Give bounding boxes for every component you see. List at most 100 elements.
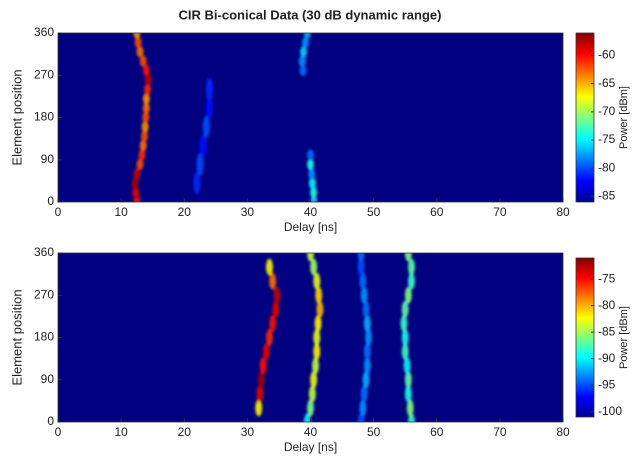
x-tick-label: 70	[493, 205, 507, 219]
colorbar-tick-label: -65	[598, 76, 616, 90]
heat-spot	[404, 385, 412, 403]
heat-spot	[299, 64, 307, 77]
heat-spot	[138, 149, 146, 161]
heat-spot	[136, 158, 144, 171]
heat-spot	[313, 272, 321, 290]
y-tick-label: 180	[34, 110, 54, 124]
heat-spot	[404, 371, 412, 389]
heat-spot	[307, 399, 314, 417]
heat-spot	[202, 115, 210, 139]
colorbar-tick-label: -70	[598, 104, 616, 118]
heat-spot	[133, 168, 141, 180]
x-tick-label: 0	[55, 205, 62, 219]
heat-spot	[401, 329, 409, 346]
colorbar-label: Power [dBm]	[618, 306, 630, 369]
heat-spot	[310, 258, 318, 276]
heat-spot	[359, 399, 367, 417]
heat-spot	[315, 286, 323, 304]
heatmap-traces	[131, 33, 318, 202]
heat-spot	[134, 36, 142, 49]
heat-spot	[308, 177, 316, 189]
chart-title: CIR Bi-conical Data (30 dB dynamic range…	[179, 7, 442, 22]
colorbar-tick-label: -75	[598, 271, 616, 285]
heat-spot	[363, 343, 371, 361]
colorbar	[575, 32, 595, 203]
colorbar-tick-label: -85	[598, 324, 616, 338]
heat-spot	[142, 93, 150, 105]
x-axis-label: Delay [ns]	[284, 220, 337, 234]
colorbar-tick-label: -100	[598, 404, 622, 418]
x-tick-label: 70	[493, 425, 507, 439]
heat-spot	[310, 186, 318, 199]
colorbar-tick-label: -85	[598, 189, 616, 203]
y-tick-label: 270	[34, 287, 54, 301]
heat-spot	[199, 134, 207, 157]
y-axis-label: Element position	[9, 289, 24, 385]
heat-spot	[363, 314, 371, 332]
heat-spot	[308, 168, 316, 180]
y-tick-label: 90	[41, 372, 55, 386]
heat-spot	[360, 286, 368, 304]
heat-spot	[401, 343, 409, 361]
heat-spot	[316, 300, 324, 318]
y-tick-label: 0	[47, 414, 54, 428]
heat-spot	[312, 357, 320, 375]
heat-spot	[144, 83, 152, 95]
heat-spot	[406, 399, 414, 417]
heat-spot	[307, 149, 314, 161]
heat-spot	[206, 96, 213, 120]
colorbar-tick-label: -60	[598, 48, 616, 62]
heat-spot	[265, 329, 273, 346]
heat-spot	[359, 272, 367, 290]
heat-spot	[136, 46, 144, 58]
heat-spot	[310, 371, 318, 389]
heat-spot	[272, 300, 280, 318]
heat-spot	[206, 78, 213, 101]
x-tick-label: 30	[241, 205, 255, 219]
y-tick-label: 0	[47, 194, 54, 208]
y-axis-label: Element position	[9, 69, 24, 165]
heat-spot	[313, 329, 321, 346]
heat-spot	[139, 140, 147, 152]
heat-spot	[362, 371, 370, 389]
colorbar-tick-label: -80	[598, 160, 616, 174]
heat-spot	[300, 46, 308, 58]
heat-spot	[144, 74, 152, 86]
y-tick-label: 360	[34, 25, 54, 39]
heat-spot	[362, 300, 370, 318]
heat-spot	[133, 33, 141, 39]
heat-spot	[310, 196, 318, 202]
heat-spot	[142, 102, 150, 114]
heat-spot	[303, 33, 311, 39]
x-tick-label: 60	[430, 205, 444, 219]
heat-spot	[265, 258, 273, 276]
heat-spot	[269, 272, 277, 290]
heat-spot	[298, 55, 306, 67]
heat-spot	[313, 343, 321, 361]
x-tick-label: 20	[178, 425, 192, 439]
heat-spot	[142, 64, 150, 77]
x-tick-label: 30	[241, 425, 255, 439]
heat-spot	[357, 253, 365, 262]
x-tick-label: 50	[367, 425, 381, 439]
colorbar-tick-label: -90	[598, 351, 616, 365]
heat-spot	[401, 300, 409, 318]
heat-spot	[404, 286, 412, 304]
heat-spot	[400, 314, 408, 332]
heat-spot	[273, 286, 281, 304]
x-tick-label: 40	[304, 425, 318, 439]
x-tick-label: 60	[430, 425, 444, 439]
y-tick-label: 180	[34, 330, 54, 344]
colorbar	[575, 257, 595, 418]
x-tick-label: 40	[304, 205, 318, 219]
x-tick-label: 80	[556, 205, 570, 219]
x-tick-label: 80	[556, 425, 570, 439]
y-tick-label: 270	[34, 67, 54, 81]
heat-spot	[308, 385, 316, 403]
heat-spot	[403, 357, 411, 375]
colorbar-tick-label: -75	[598, 132, 616, 146]
y-tick-label: 90	[41, 152, 55, 166]
heat-spot	[256, 385, 264, 403]
heat-spot	[307, 158, 314, 171]
